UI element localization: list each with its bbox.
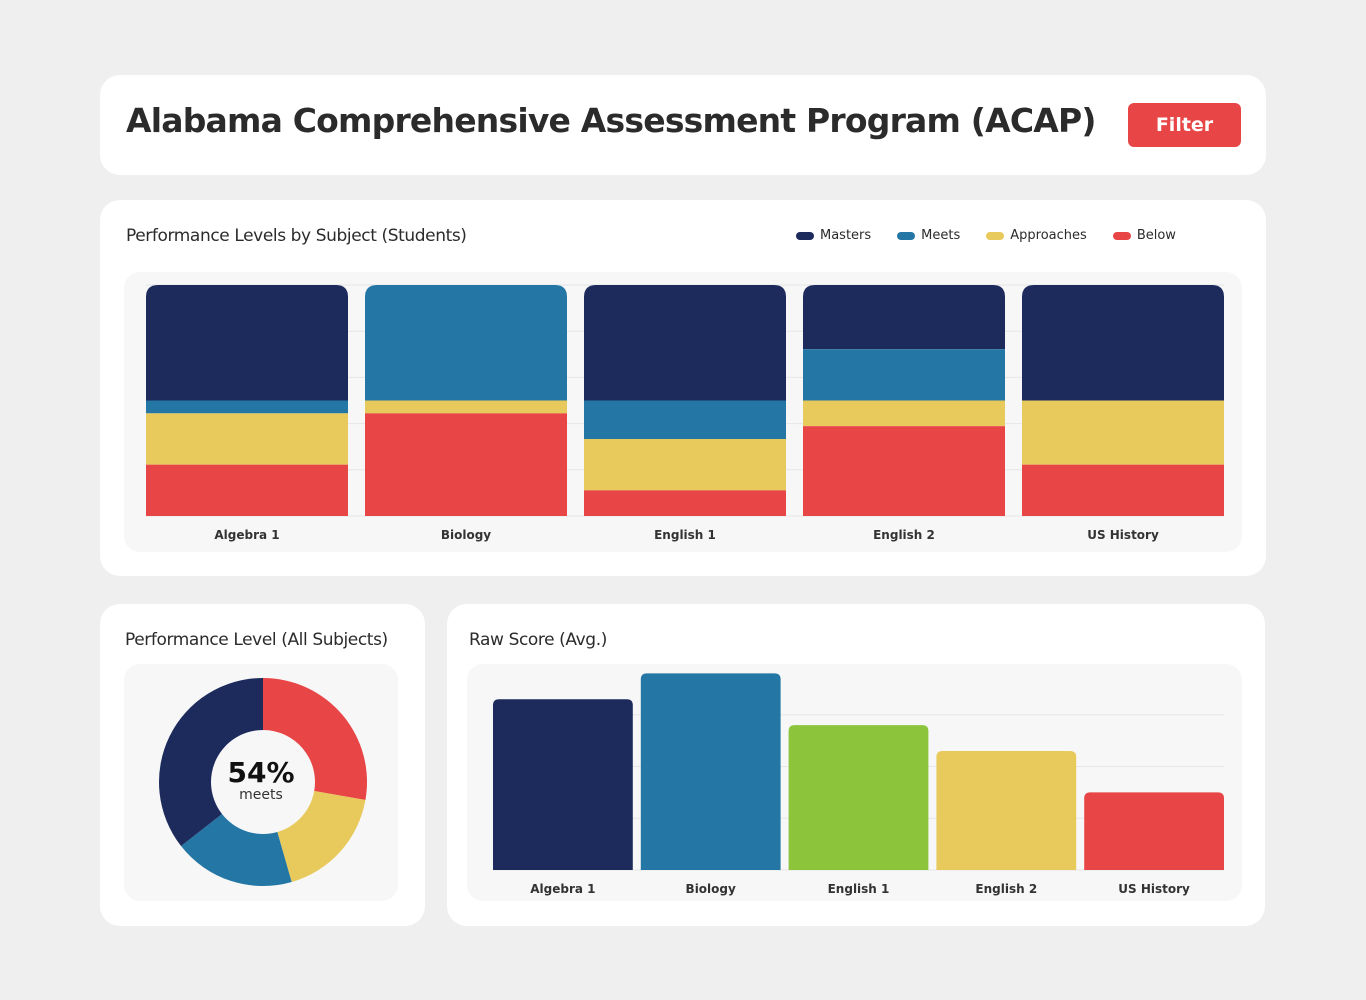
page-title: Alabama Comprehensive Assessment Program… <box>126 101 1096 140</box>
legend-item-approaches: Approaches <box>986 228 1087 243</box>
raw-score-panel: Algebra 1 Biology English 1 English 2 US His… <box>467 662 1242 901</box>
bar-segment-masters <box>146 285 348 401</box>
bar <box>788 725 929 870</box>
legend-item-below: Below <box>1112 228 1176 243</box>
x-tick-label: Biology <box>686 882 736 896</box>
bar-segment-below <box>584 490 786 516</box>
bar-segment-approaches <box>584 439 786 491</box>
performance-all-subjects-card: Performance Level (All Subjects) 54% mee… <box>100 604 425 926</box>
bar-segment-meets <box>365 285 567 401</box>
x-tick-label: Algebra 1 <box>530 882 595 896</box>
x-tick-label: Biology <box>441 528 491 542</box>
performance-by-subject-card: Performance Levels by Subject (Students)… <box>100 200 1266 576</box>
legend: Masters Meets Approaches Below <box>796 228 1176 243</box>
x-tick-label: English 2 <box>873 528 935 542</box>
x-tick-label: US History <box>1118 882 1190 896</box>
x-tick-label: English 1 <box>654 528 716 542</box>
bar <box>493 699 633 870</box>
bar-segment-below <box>365 413 567 516</box>
bar-segment-approaches <box>1022 400 1224 465</box>
bar-segment-masters <box>584 285 786 401</box>
x-tick-label: US History <box>1087 528 1159 542</box>
legend-swatch <box>986 231 1005 240</box>
bar-segment-meets <box>146 400 348 414</box>
legend-label: Approaches <box>1010 228 1087 243</box>
legend-label: Below <box>1136 228 1176 243</box>
x-tick-label: English 2 <box>975 882 1037 896</box>
donut-slice-meets <box>181 814 292 886</box>
bar <box>1084 792 1224 870</box>
chart-title: Performance Level (All Subjects) <box>125 630 388 650</box>
donut-slice-below <box>263 678 367 801</box>
chart-title: Performance Levels by Subject (Students) <box>126 226 467 246</box>
bar-segment-masters <box>1022 285 1224 401</box>
filter-button[interactable]: Filter <box>1128 103 1241 147</box>
legend-swatch <box>897 231 916 240</box>
donut-slice-masters <box>159 678 263 847</box>
donut-slice-approaches <box>277 791 366 882</box>
chart-title: Raw Score (Avg.) <box>469 630 607 650</box>
stacked-bar-chart: Algebra 1 Biology English 1 English 2 US His… <box>146 284 1224 542</box>
donut-chart <box>159 678 367 886</box>
legend-swatch <box>796 231 814 240</box>
center-label: meets <box>239 787 283 803</box>
raw-score-card: Raw Score (Avg.) Algebra 1 Biology English… <box>447 604 1265 926</box>
x-tick-label: English 1 <box>828 882 890 896</box>
raw-score-bar-chart: Algebra 1 Biology English 1 English 2 US His… <box>493 662 1224 896</box>
donut-panel: 54% meets <box>124 664 398 901</box>
bar-segment-below <box>146 464 348 516</box>
bar <box>936 750 1077 870</box>
legend-item-meets: Meets <box>897 228 960 243</box>
legend-label: Meets <box>921 228 961 243</box>
x-tick-label: Algebra 1 <box>214 528 279 542</box>
bar-segment-below <box>803 426 1005 516</box>
header-card: Alabama Comprehensive Assessment Program… <box>100 75 1266 175</box>
bar-segment-approaches <box>146 413 348 465</box>
donut-center: 54% meets <box>124 756 398 803</box>
legend-label: Masters <box>820 228 872 243</box>
bar-segment-below <box>1022 464 1224 516</box>
stacked-chart-panel: Algebra 1 Biology English 1 English 2 US His… <box>124 272 1242 552</box>
bar-segment-masters <box>803 285 1005 350</box>
legend-swatch <box>1112 231 1131 240</box>
bar-segment-approaches <box>803 400 1005 427</box>
bar-segment-approaches <box>365 400 567 414</box>
legend-item-masters: Masters <box>796 228 871 243</box>
bar <box>640 673 781 870</box>
bar-segment-meets <box>584 400 786 439</box>
center-value: 54% <box>227 756 295 789</box>
bar-segment-meets <box>803 349 1005 401</box>
